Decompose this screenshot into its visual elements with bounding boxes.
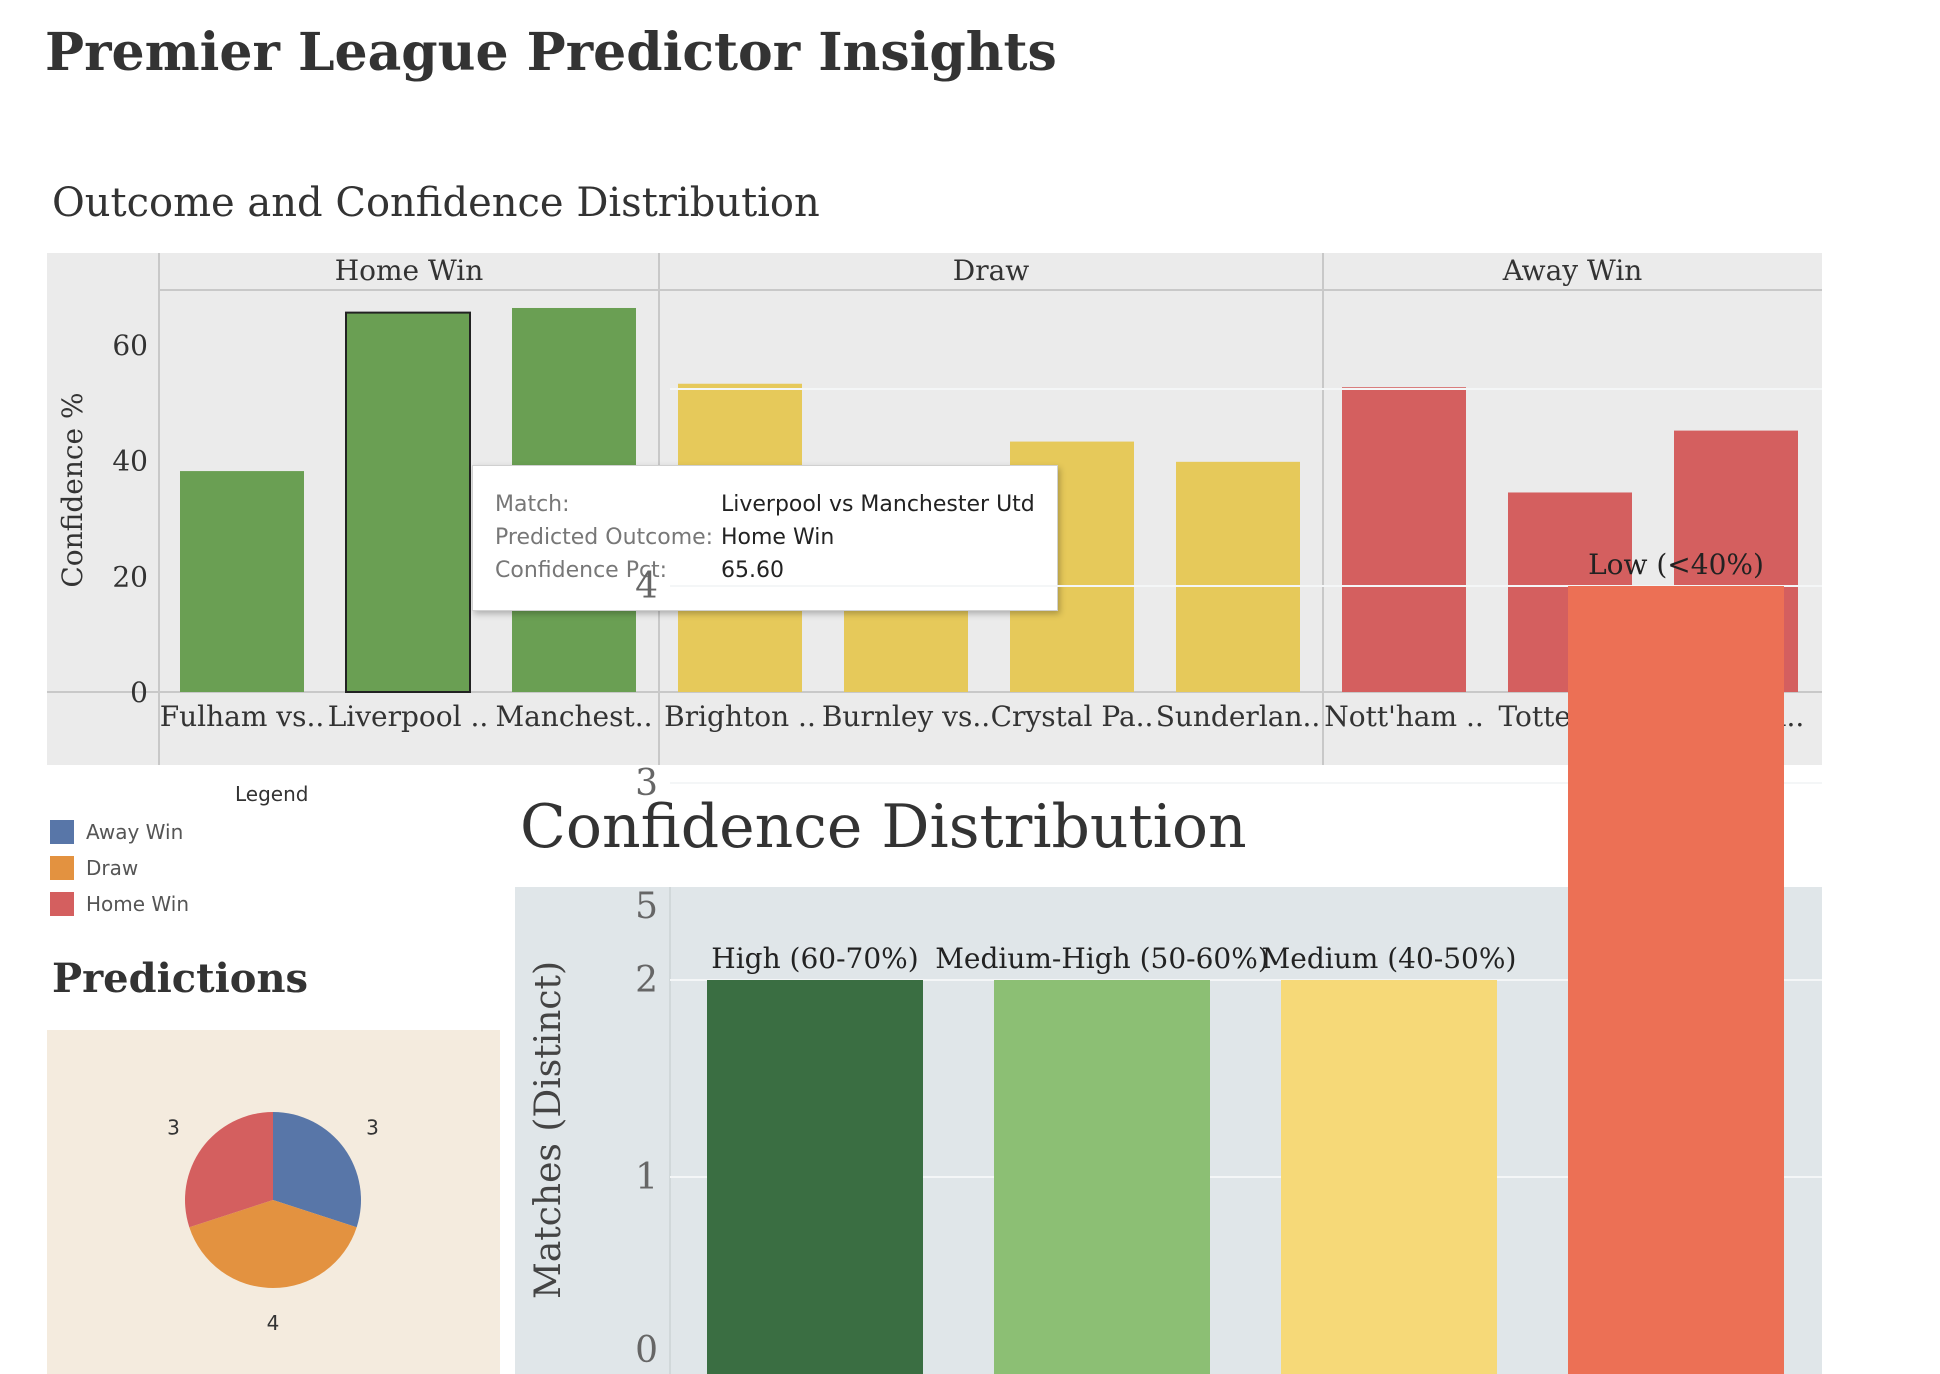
y-tick-label: 2 xyxy=(635,960,658,1001)
data-label: Medium (40-50%) xyxy=(1262,942,1517,975)
bar-3 xyxy=(1568,586,1784,1374)
slice-label: 4 xyxy=(267,1311,280,1335)
tooltip-key: Predicted Outcome: xyxy=(495,525,714,550)
group-header-home-win: Home Win xyxy=(335,254,484,287)
y-tick-label: 5 xyxy=(635,886,658,927)
x-tick-label: Brighton .. xyxy=(664,700,816,733)
slice-label: 3 xyxy=(167,1116,180,1140)
y-tick-label: 60 xyxy=(112,329,148,362)
tooltip-key: Match: xyxy=(495,492,570,517)
slice-home-win xyxy=(184,1112,273,1228)
legend-title: Legend xyxy=(235,782,309,806)
group-header-draw: Draw xyxy=(953,254,1030,287)
bar-2 xyxy=(1281,980,1497,1374)
sheet-title-outcome-confidence: Outcome and Confidence Distribution xyxy=(52,180,820,226)
legend-label: Draw xyxy=(86,856,139,880)
slice-draw xyxy=(189,1200,357,1289)
bar-8 xyxy=(1508,492,1632,692)
sheet-title-confidence-distribution: Confidence Distribution xyxy=(520,792,1247,862)
y-axis-title: Confidence % xyxy=(56,392,89,587)
dashboard-title: Premier League Predictor Insights xyxy=(45,22,1057,83)
slice-label: 3 xyxy=(366,1116,379,1140)
tooltip-key: Confidence Pct: xyxy=(495,558,668,583)
legend-item-draw[interactable]: Draw xyxy=(50,854,138,882)
tooltip-value: 65.60 xyxy=(721,558,784,583)
group-header-away-win: Away Win xyxy=(1502,254,1643,287)
legend-item-away-win[interactable]: Away Win xyxy=(50,818,183,846)
y-tick-label: 0 xyxy=(130,676,148,709)
y-tick-label: 20 xyxy=(112,560,148,593)
data-label: Low (<40%) xyxy=(1588,548,1764,581)
outcome-legend: Legend Away Win Draw Home Win xyxy=(50,782,500,922)
x-tick-label: West Ha.. xyxy=(1668,700,1805,733)
y-tick-label: 1 xyxy=(635,1157,658,1198)
x-tick-label: Manchest.. xyxy=(495,700,652,733)
tooltip-row-confidence: Confidence Pct: 65.60 xyxy=(495,558,784,583)
x-tick-label: Liverpool .. xyxy=(328,700,489,733)
legend-item-home-win[interactable]: Home Win xyxy=(50,890,189,918)
chart-background xyxy=(47,1030,500,1374)
y-axis-title: Matches (Distinct) xyxy=(528,961,569,1299)
x-tick-label: Tottenha.. xyxy=(1499,700,1642,733)
bar-7 xyxy=(1342,387,1466,692)
data-label: Medium-High (50-60%) xyxy=(935,942,1269,975)
y-tick-label: 0 xyxy=(635,1330,658,1371)
match-tooltip: Match: Liverpool vs Manchester Utd Predic… xyxy=(472,465,1058,611)
x-tick-label: Crystal Pa.. xyxy=(991,700,1154,733)
tooltip-row-outcome: Predicted Outcome: Home Win xyxy=(495,525,834,550)
bar-1 xyxy=(345,311,471,693)
chart-background xyxy=(515,887,1822,1374)
bar-1 xyxy=(994,980,1210,1374)
legend-swatch xyxy=(50,820,74,844)
x-tick-label: Fulham vs.. xyxy=(160,700,325,733)
x-tick-label: Sunderlan.. xyxy=(1156,700,1321,733)
legend-label: Away Win xyxy=(86,820,184,844)
x-tick-label: Nott'ham .. xyxy=(1324,700,1484,733)
legend-swatch xyxy=(50,856,74,880)
x-tick-label: Burnley vs.. xyxy=(822,700,990,733)
y-tick-label: 40 xyxy=(112,445,148,478)
tooltip-row-match: Match: Liverpool vs Manchester Utd xyxy=(495,492,1035,517)
slice-away-win xyxy=(273,1112,361,1228)
legend-swatch xyxy=(50,892,74,916)
bar-9 xyxy=(1674,430,1798,692)
tooltip-value: Home Win xyxy=(721,525,835,550)
tooltip-value: Liverpool vs Manchester Utd xyxy=(721,492,1035,517)
bar-6 xyxy=(1176,461,1300,692)
bar-0 xyxy=(707,980,923,1374)
sheet-title-predictions: Predictions xyxy=(52,955,309,1002)
bar-0 xyxy=(180,471,304,692)
data-label: High (60-70%) xyxy=(711,942,918,975)
legend-label: Home Win xyxy=(86,892,189,916)
